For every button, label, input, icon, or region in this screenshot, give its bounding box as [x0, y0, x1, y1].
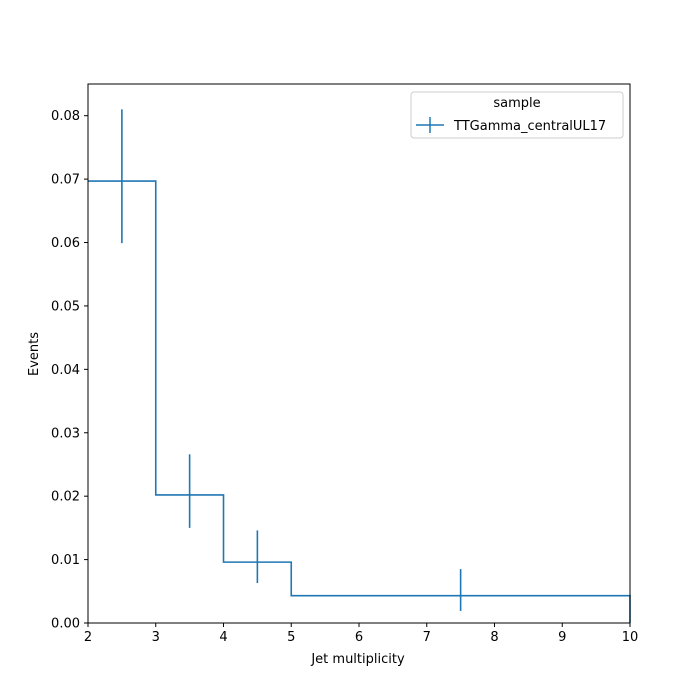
y-tick-label: 0.07	[51, 173, 80, 188]
plot-area	[88, 109, 631, 623]
plot-frame	[87, 83, 631, 624]
x-tick-label: 4	[219, 630, 227, 645]
histogram-step-line	[88, 180, 631, 623]
x-tick-label: 6	[355, 630, 363, 645]
x-tick-label: 10	[622, 630, 639, 645]
y-tick-label: 0.03	[51, 426, 80, 441]
legend: sample TTGamma_centralUL17	[410, 91, 624, 139]
y-tick-label: 0.05	[51, 299, 80, 314]
y-tick-label: 0.08	[51, 109, 80, 124]
x-axis-label: Jet multiplicity	[310, 652, 405, 667]
y-tick-label: 0.04	[51, 363, 80, 378]
x-axis: 2 3 4 5 6 7 8 9 10	[84, 623, 638, 645]
y-tick-label: 0.06	[51, 236, 80, 251]
y-tick-label: 0.01	[51, 553, 80, 568]
x-tick-label: 8	[490, 630, 498, 645]
legend-box	[410, 91, 624, 139]
x-tick-label: 2	[84, 630, 92, 645]
x-tick-label: 9	[558, 630, 566, 645]
x-tick-label: 5	[287, 630, 295, 645]
x-tick-label: 3	[152, 630, 160, 645]
y-tick-label: 0.00	[51, 617, 80, 632]
legend-title: sample	[493, 96, 540, 111]
legend-series-name: TTGamma_centralUL17	[453, 119, 606, 134]
y-axis: 0.00 0.01 0.02 0.03 0.04 0.05 0.06 0.07 0.08	[51, 109, 88, 632]
y-tick-label: 0.02	[51, 490, 80, 505]
y-axis-label: Events	[27, 332, 42, 376]
x-tick-label: 7	[423, 630, 431, 645]
